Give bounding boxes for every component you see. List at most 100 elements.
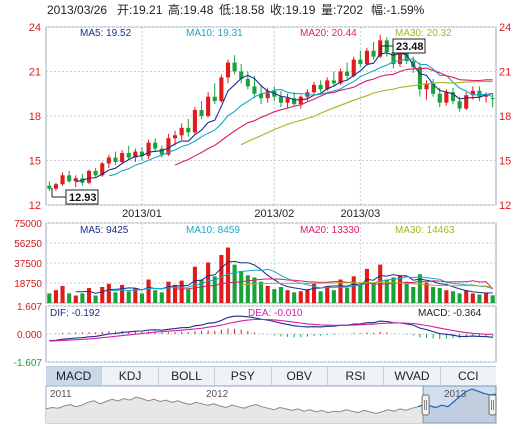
volume-bar <box>47 293 52 303</box>
tab-boll[interactable]: BOLL <box>159 367 216 385</box>
tab-wvad[interactable]: WVAD <box>384 367 441 385</box>
candle-body <box>172 135 178 139</box>
date-tick: 2013/03 <box>340 208 380 220</box>
volume-bar <box>404 281 409 303</box>
volume-bar <box>166 281 171 303</box>
macd-axis-labels: -1.607 0.000 1.607 <box>14 302 43 369</box>
price-grid <box>46 26 496 206</box>
volume-bar <box>464 290 469 303</box>
volume-bar <box>470 293 475 303</box>
candle-body <box>133 151 138 158</box>
price-tick-left: 24 <box>29 22 41 34</box>
candle-body <box>318 84 323 90</box>
price-candles <box>47 34 495 192</box>
candle-body <box>285 98 290 103</box>
volume-bar <box>106 283 111 303</box>
navigator-year-label: 2013 <box>444 389 467 400</box>
candle-body <box>245 78 250 87</box>
volume-tick: 75000 <box>14 219 42 230</box>
macd-lines <box>49 315 493 342</box>
candle-body <box>338 71 343 84</box>
tab-rsi[interactable]: RSI <box>328 367 385 385</box>
volume-bar <box>199 279 204 303</box>
candle-body <box>126 153 131 158</box>
volume-bar <box>325 285 330 303</box>
volume-bar <box>292 292 297 303</box>
legend-ma5: MA5: 19.52 <box>80 28 132 39</box>
volume-bar <box>338 279 343 303</box>
volume-bar <box>345 288 350 303</box>
candle-body <box>311 84 317 93</box>
volume-bar <box>73 295 78 303</box>
candle-body <box>397 52 403 65</box>
navigator-handle[interactable] <box>421 394 430 416</box>
candle-body <box>292 98 297 105</box>
volume-bar <box>305 289 310 303</box>
candle-body <box>470 90 475 96</box>
volume-bar <box>444 290 449 303</box>
candle-body <box>53 184 58 189</box>
price-ma-line <box>108 58 493 177</box>
volume-bar <box>265 285 270 303</box>
candle-body <box>106 157 111 164</box>
volume-bar <box>424 282 429 303</box>
macd-legend-macd: MACD: -0.364 <box>418 308 482 319</box>
date-axis: 2013/01 2013/02 2013/03 <box>122 208 380 220</box>
price-axis-labels: 12 12 15 15 18 18 21 21 24 24 <box>29 22 512 212</box>
candle-body <box>457 101 462 109</box>
candle-body <box>67 175 72 182</box>
candle-body <box>186 127 191 133</box>
volume-bar <box>225 247 231 303</box>
volume-bar <box>146 279 151 303</box>
candle-body <box>73 178 78 182</box>
candle-body <box>444 92 449 103</box>
volume-bar <box>139 293 145 303</box>
candle-body <box>378 40 383 57</box>
volume-bar <box>364 268 370 303</box>
legend-ma30: MA30: 20.32 <box>395 28 452 39</box>
candle-body <box>484 95 489 97</box>
volume-bar <box>272 289 277 303</box>
header-open: 开:19.21 <box>117 3 163 17</box>
volume-tick: 56250 <box>14 239 42 250</box>
tab-macd[interactable]: MACD <box>46 367 103 385</box>
volume-bar <box>219 255 224 303</box>
header-volume: 量:7202 <box>321 3 363 17</box>
volume-bar <box>100 287 105 303</box>
tab-obv[interactable]: OBV <box>272 367 328 385</box>
max-price-text: 23.48 <box>396 41 424 53</box>
legend-ma20: MA20: 20.44 <box>300 28 357 39</box>
volume-bar <box>490 295 495 303</box>
candle-body <box>278 96 283 103</box>
volume-bar <box>60 285 65 303</box>
volume-bar <box>457 293 462 303</box>
candle-body <box>358 59 363 65</box>
header-date: 2013/03/26 <box>47 3 107 17</box>
navigator-handle[interactable] <box>488 394 497 416</box>
candle-body <box>120 153 125 162</box>
volume-axis-labels: 18750 37500 56250 75000 <box>14 219 42 290</box>
navigator-sparkline: 2011 2012 2013 <box>45 385 497 424</box>
volume-bar <box>67 293 72 303</box>
tab-psy[interactable]: PSY <box>215 367 272 385</box>
candle-body <box>212 96 217 102</box>
candle-body <box>192 110 197 133</box>
vol-legend-ma5: MA5: 9425 <box>80 225 129 236</box>
candle-body <box>252 86 257 94</box>
volume-bar <box>232 264 237 303</box>
tab-cci[interactable]: CCI <box>457 369 479 383</box>
candle-body <box>391 52 396 65</box>
candle-body <box>345 71 350 76</box>
volume-bar <box>437 288 442 303</box>
volume-bar <box>285 290 290 303</box>
volume-bar <box>206 262 211 303</box>
price-tick-left: 12 <box>29 200 41 212</box>
macd-tick: 0.000 <box>17 330 42 341</box>
header-close: 收:19.19 <box>270 3 316 17</box>
price-ma-line <box>75 52 493 183</box>
candle-body <box>431 83 436 94</box>
navigator-area <box>46 389 496 423</box>
price-tick-right: 18 <box>499 111 511 123</box>
volume-bar <box>484 293 489 303</box>
tab-kdj[interactable]: KDJ <box>102 367 159 385</box>
